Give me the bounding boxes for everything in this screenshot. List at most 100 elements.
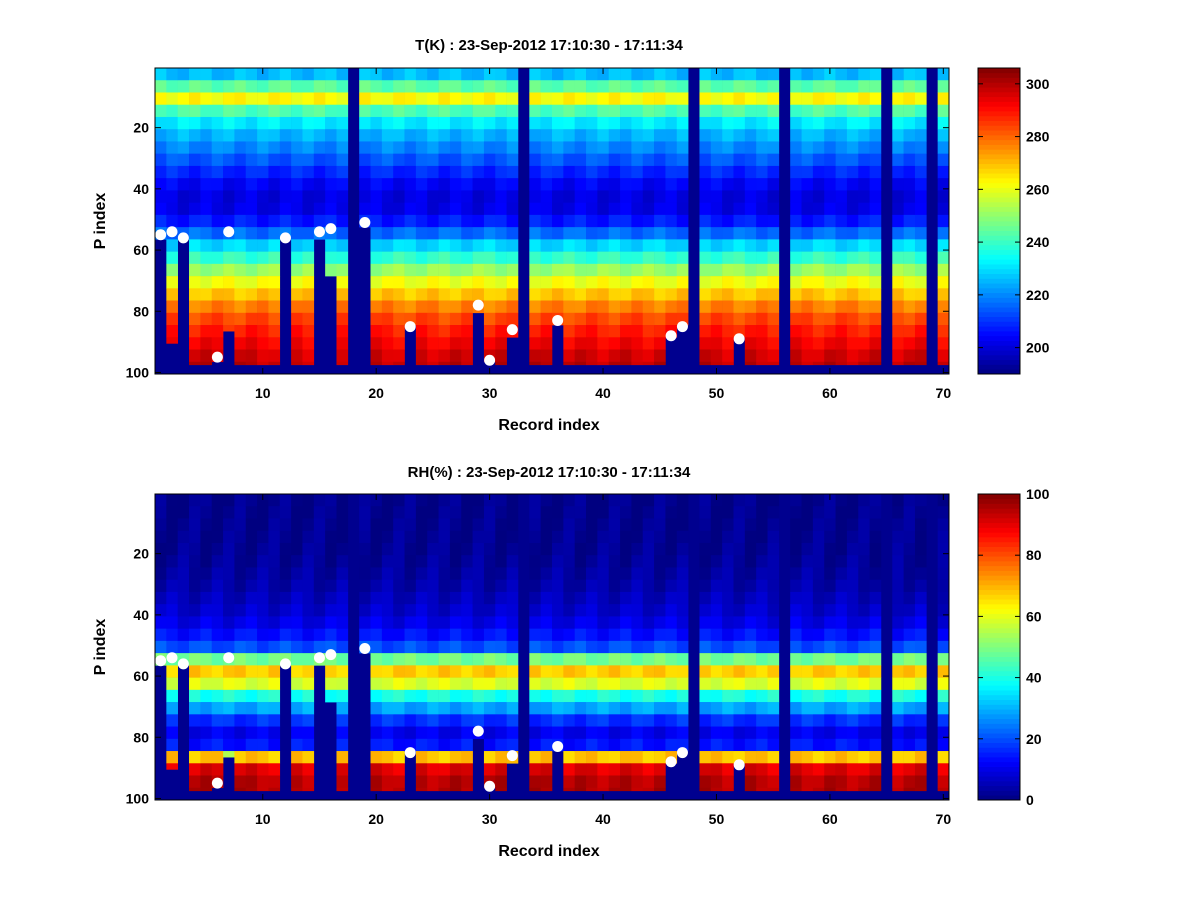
temperature-cell [846, 263, 859, 277]
temperature-cell [483, 263, 496, 277]
humidity-cell [676, 518, 689, 532]
humidity-cell [313, 506, 326, 519]
humidity-cell [824, 542, 836, 556]
temperature-cell [563, 349, 575, 363]
humidity-cell [597, 714, 610, 727]
temperature-cell [540, 214, 553, 228]
temperature-cell [699, 251, 712, 265]
temperature-cell [846, 337, 859, 350]
temperature-column-70 [937, 68, 950, 366]
temperature-cell [710, 251, 723, 265]
humidity-cell [824, 604, 836, 617]
humidity-cell [642, 579, 655, 593]
temperature-cell [710, 129, 723, 142]
humidity-cell [268, 591, 281, 605]
temperature-cell [903, 312, 916, 326]
humidity-cell [166, 567, 178, 580]
temperature-cell [438, 337, 451, 350]
humidity-cell [733, 518, 746, 532]
temperature-cell [835, 178, 848, 191]
temperature-colorbar-segment [978, 307, 1020, 313]
humidity-cell [336, 726, 349, 740]
temperature-cell [359, 92, 371, 106]
temperature-cell [869, 116, 882, 130]
humidity-colorbar-segment [978, 780, 1020, 787]
humidity-cell [790, 555, 802, 568]
humidity-cell [495, 628, 507, 642]
humidity-cell [211, 616, 224, 629]
humidity-cell [722, 616, 734, 629]
humidity-cell [620, 542, 632, 556]
humidity-cell [903, 763, 916, 776]
temperature-cell [325, 239, 337, 252]
humidity-column-26 [438, 494, 451, 792]
temperature-cell [767, 129, 780, 142]
humidity-cell [189, 604, 201, 617]
temperature-cell [529, 104, 541, 118]
temperature-cell [302, 337, 315, 350]
humidity-colorbar-segment [978, 513, 1020, 519]
humidity-cell [903, 702, 916, 715]
temperature-colorbar-segment [978, 302, 1020, 308]
temperature-cell [608, 80, 621, 93]
humidity-cell [903, 628, 916, 642]
humidity-cell [257, 616, 269, 629]
temperature-cell [155, 153, 167, 167]
humidity-cell [336, 555, 349, 568]
temperature-cell [914, 337, 927, 350]
humidity-cell [756, 567, 768, 580]
humidity-cell [597, 494, 610, 507]
humidity-cell [155, 518, 167, 532]
humidity-cell [892, 555, 904, 568]
temperature-cell [597, 141, 610, 154]
humidity-cell [858, 579, 870, 593]
humidity-cell [211, 567, 224, 580]
temperature-cell [495, 288, 507, 301]
humidity-cell [642, 616, 655, 629]
humidity-cell [483, 542, 496, 556]
temperature-cell [631, 288, 644, 301]
humidity-cell [586, 640, 598, 654]
humidity-cell [574, 787, 587, 792]
humidity-cell [449, 677, 462, 691]
humidity-cell [665, 726, 678, 740]
temperature-cell [597, 214, 610, 228]
temperature-cell [325, 263, 337, 277]
temperature-cell [381, 349, 394, 363]
humidity-cell [654, 726, 666, 740]
temperature-cell [506, 116, 519, 130]
humidity-cell [291, 555, 303, 568]
temperature-cell [415, 80, 428, 93]
humidity-cell [234, 702, 247, 715]
temperature-cell [744, 361, 757, 366]
temperature-cell [200, 239, 213, 252]
humidity-cell [529, 714, 541, 727]
temperature-cell [937, 153, 950, 167]
temperature-cell [608, 251, 621, 265]
humidity-cell [472, 653, 485, 666]
temperature-colorbar-segment [978, 216, 1020, 222]
humidity-cell [245, 689, 258, 703]
humidity-cell [381, 567, 394, 580]
humidity-cell [744, 494, 757, 507]
humidity-cell [710, 714, 723, 727]
temperature-cell [234, 153, 247, 167]
humidity-cell [903, 506, 916, 519]
temperature-cell [563, 178, 575, 191]
temperature-cell [370, 361, 383, 366]
temperature-cell [313, 141, 326, 154]
temperature-cell [733, 227, 746, 240]
temperature-cell [892, 349, 904, 363]
humidity-colorbar-segment [978, 723, 1020, 729]
temperature-cell [722, 80, 734, 93]
humidity-colorbar-segment [978, 766, 1020, 772]
humidity-cell [552, 604, 564, 617]
temperature-cell [359, 202, 371, 216]
humidity-cell [234, 518, 247, 532]
temperature-cell [801, 276, 814, 289]
humidity-cell [540, 542, 553, 556]
humidity-cell [812, 542, 825, 556]
temperature-cell [710, 349, 723, 363]
humidity-cell [223, 628, 235, 642]
